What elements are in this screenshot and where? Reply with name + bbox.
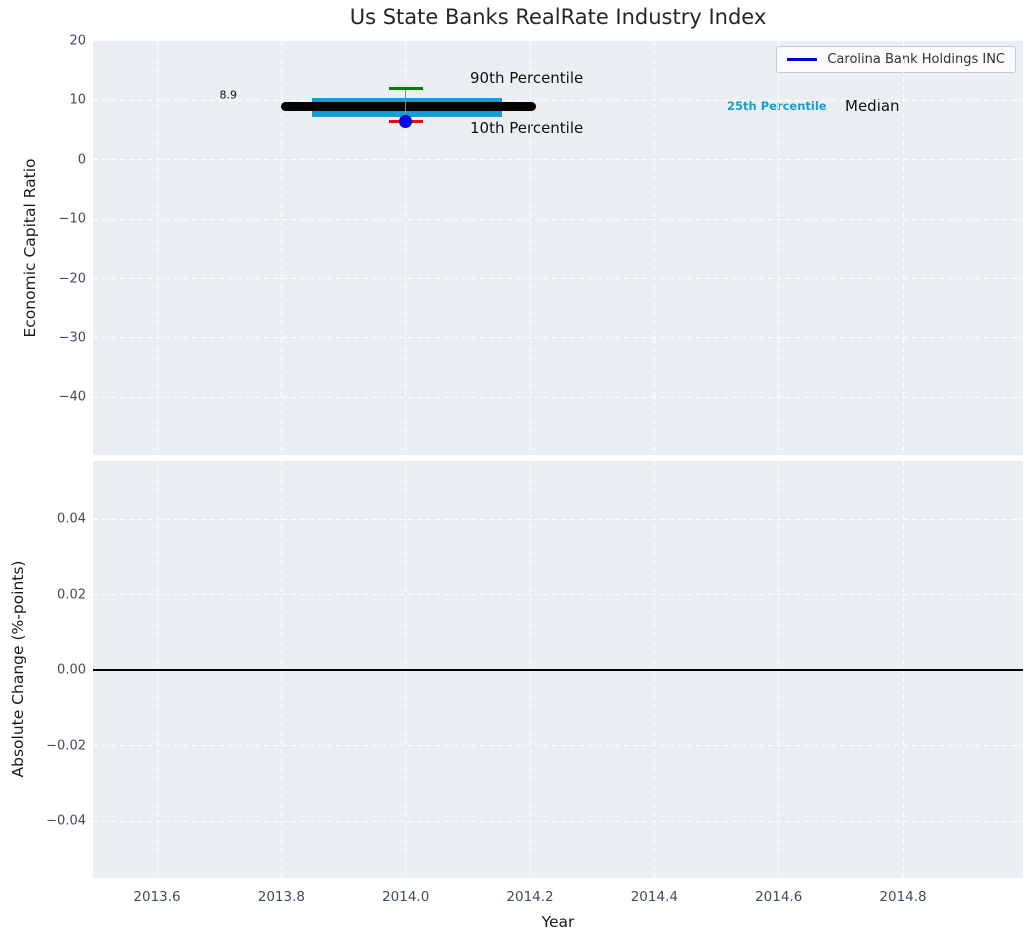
x-tick-label: 2014.4 xyxy=(630,889,678,905)
bottom-panel-plot-area xyxy=(93,461,1023,878)
median-line xyxy=(281,102,537,112)
gridline-horizontal xyxy=(93,745,1023,747)
top-panel-plot-area: 8.9 90th Percentile 10th Percentile 25th… xyxy=(93,41,1023,455)
bottom-y-tick-label: −0.02 xyxy=(46,738,86,754)
top-y-tick-label: −20 xyxy=(58,271,86,287)
company-data-point xyxy=(399,114,413,128)
x-tick-label: 2013.8 xyxy=(257,889,305,905)
gridline-horizontal xyxy=(93,218,1023,220)
p90-cap xyxy=(388,86,423,91)
median-value-annotation: 8.9 xyxy=(219,88,238,102)
top-y-tick-label: 20 xyxy=(69,33,86,49)
zero-line xyxy=(93,669,1023,672)
p10-annotation: 10th Percentile xyxy=(470,119,584,137)
gridline-vertical xyxy=(778,41,780,455)
legend-label: Carolina Bank Holdings INC xyxy=(827,52,1005,67)
x-tick-label: 2013.6 xyxy=(133,889,181,905)
x-tick-label: 2014.0 xyxy=(382,889,430,905)
x-tick-label: 2014.2 xyxy=(506,889,554,905)
gridline-horizontal xyxy=(93,820,1023,822)
top-y-tick-label: −30 xyxy=(58,330,86,346)
bottom-y-tick-label: −0.04 xyxy=(46,813,86,829)
gridline-horizontal xyxy=(93,518,1023,520)
chart-title: Us State Banks RealRate Industry Index xyxy=(349,5,767,29)
legend-line-sample xyxy=(787,58,818,61)
gridline-vertical xyxy=(280,41,282,455)
bottom-y-tick-label: 0.00 xyxy=(57,662,86,678)
gridline-horizontal xyxy=(93,396,1023,398)
top-y-axis-label: Economic Capital Ratio xyxy=(21,158,39,338)
median-annotation: Median xyxy=(845,97,900,115)
gridline-vertical xyxy=(902,41,904,455)
x-tick-label: 2014.6 xyxy=(755,889,803,905)
gridline-vertical xyxy=(156,41,158,455)
bottom-y-axis-label: Absolute Change (%-points) xyxy=(9,560,27,778)
top-y-tick-label: −40 xyxy=(58,389,86,405)
bottom-y-tick-label: 0.04 xyxy=(57,511,86,527)
x-axis-label: Year xyxy=(541,913,575,931)
gridline-vertical xyxy=(529,41,531,455)
gridline-horizontal xyxy=(93,159,1023,161)
gridline-vertical xyxy=(653,41,655,455)
p90-annotation: 90th Percentile xyxy=(470,69,584,87)
bottom-y-tick-label: 0.02 xyxy=(57,587,86,603)
top-y-tick-label: 10 xyxy=(69,92,86,108)
gridline-horizontal xyxy=(93,337,1023,339)
gridline-vertical xyxy=(405,41,407,455)
gridline-horizontal xyxy=(93,278,1023,280)
gridline-horizontal xyxy=(93,594,1023,596)
x-tick-label: 2014.8 xyxy=(879,889,927,905)
legend: Carolina Bank Holdings INC xyxy=(776,46,1016,73)
top-y-tick-label: −10 xyxy=(58,211,86,227)
gridline-horizontal xyxy=(93,99,1023,101)
whisker-line xyxy=(404,88,407,122)
top-y-tick-label: 0 xyxy=(77,152,86,168)
p25-annotation: 25th Percentile xyxy=(727,99,827,113)
